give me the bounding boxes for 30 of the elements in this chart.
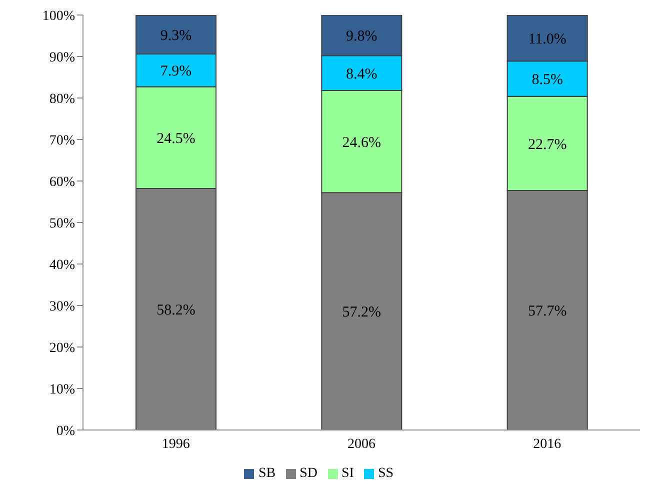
y-tick-label: 100% [42, 8, 76, 24]
y-tick-label: 30% [49, 299, 76, 314]
data-label: 9.8% [346, 28, 378, 45]
legend-label: SS [378, 466, 394, 481]
data-label: 24.6% [342, 134, 382, 151]
x-tick-label: 2016 [533, 436, 562, 452]
y-tick-label: 20% [49, 340, 76, 356]
y-tick-label: 10% [49, 382, 76, 398]
data-label: 57.7% [528, 304, 567, 320]
legend-label: SD [300, 466, 318, 481]
y-tick-label: 50% [49, 216, 76, 232]
y-tick-label: 0% [56, 424, 76, 439]
x-tick-label: 1996 [162, 436, 190, 452]
data-label: 57.2% [342, 304, 382, 321]
y-tick-label: 60% [49, 174, 76, 190]
data-label: 22.7% [528, 136, 567, 153]
data-label: 8.5% [532, 72, 563, 88]
legend-label: SI [342, 466, 354, 481]
data-label: 11.0% [528, 32, 566, 48]
y-tick-label: 90% [49, 50, 76, 66]
x-tick-label: 2006 [348, 436, 376, 452]
data-label: 9.3% [160, 28, 192, 44]
legend-label: SB [258, 466, 276, 481]
data-label: 58.2% [156, 302, 196, 319]
y-tick-label: 70% [49, 133, 76, 148]
data-label: 8.4% [346, 66, 378, 82]
data-label: 7.9% [160, 64, 192, 80]
data-label: 24.5% [156, 130, 196, 147]
y-tick-label: 80% [49, 92, 76, 107]
y-tick-label: 40% [49, 258, 76, 273]
